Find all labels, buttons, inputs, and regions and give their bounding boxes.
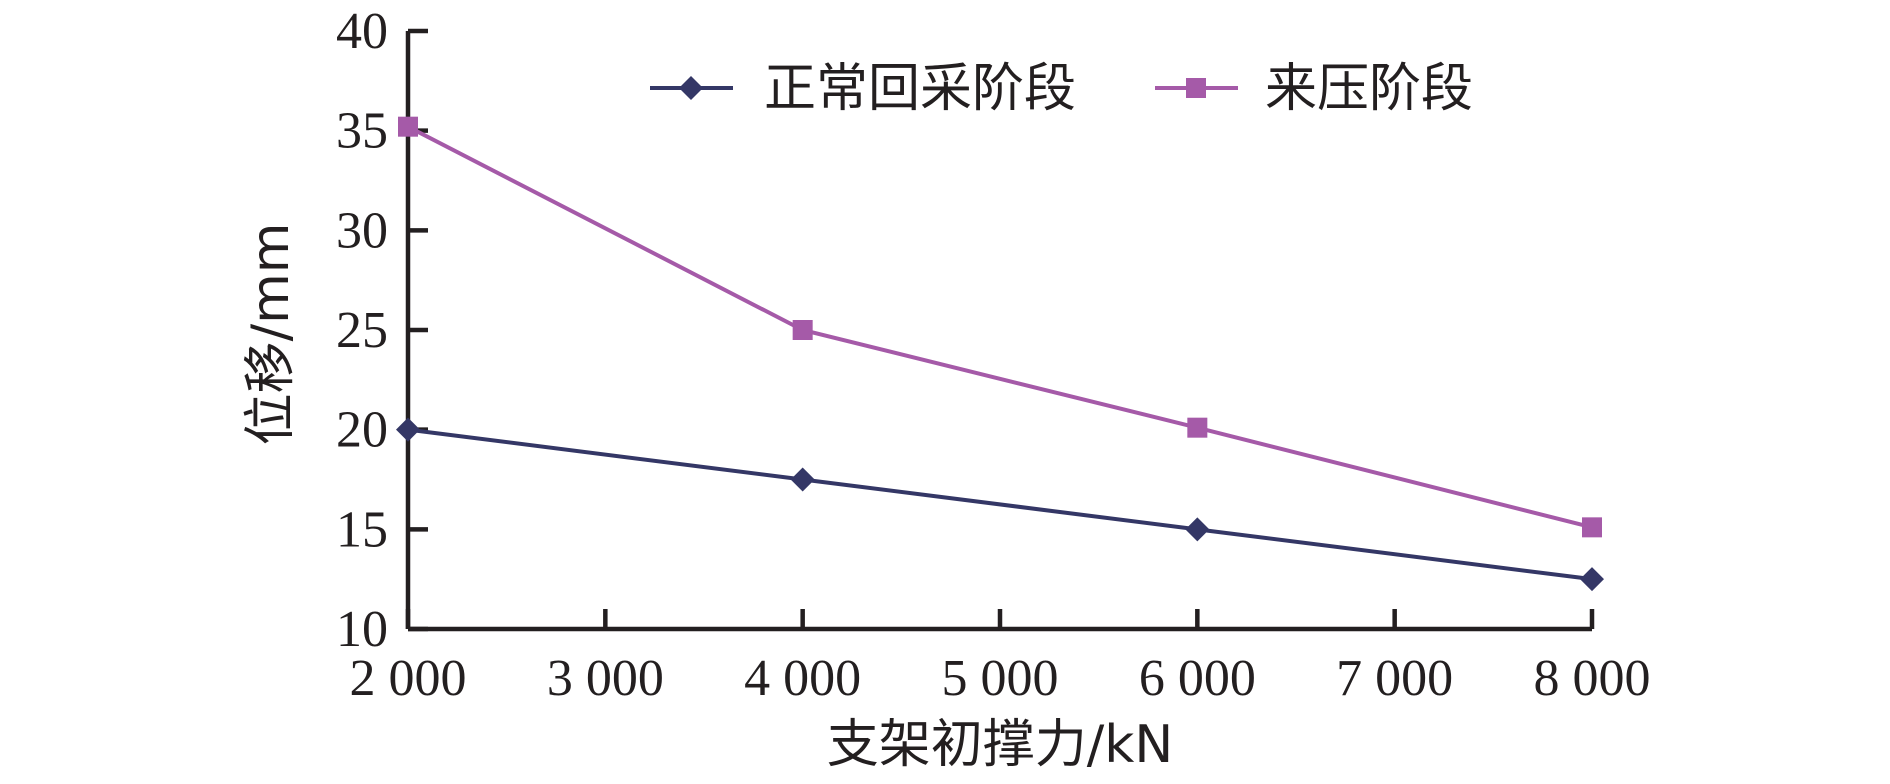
data-point-diamond	[396, 417, 420, 442]
x-tick-label: 6 000	[1139, 650, 1256, 707]
legend: 正常回采阶段 来压阶段	[650, 59, 1473, 119]
data-point-diamond	[1580, 567, 1604, 592]
x-axis-title: 支架初撑力/kN	[827, 715, 1174, 775]
data-point-diamond	[790, 467, 815, 492]
x-tick-label: 4 000	[744, 650, 861, 707]
x-tick-label: 8 000	[1534, 650, 1651, 707]
data-point-square	[792, 320, 813, 340]
y-axis-title: 位移/mm	[241, 223, 301, 446]
data-point-square	[1187, 417, 1208, 438]
x-tick-label: 7 000	[1336, 650, 1453, 707]
y-tick-label: 15	[336, 501, 388, 558]
series-line-2	[407, 124, 1593, 530]
legend-marker-diamond	[679, 76, 703, 100]
y-tick-label: 20	[336, 402, 388, 459]
x-tick-label: 3 000	[547, 650, 664, 707]
data-point-diamond	[1185, 517, 1210, 542]
axes	[405, 31, 1592, 632]
legend-label-series-1: 正常回采阶段	[764, 59, 1076, 119]
x-ticks: 2 000 3 000 4 000 5 000 6 000 7 000 8 000	[350, 609, 1651, 707]
series-line-1	[407, 427, 1593, 582]
data-point-square	[398, 116, 418, 137]
x-tick-label: 2 000	[350, 650, 467, 707]
series-layer	[396, 116, 1604, 592]
y-tick-label: 10	[336, 601, 388, 658]
x-tick-label: 5 000	[942, 650, 1059, 707]
data-point-square	[1582, 517, 1602, 538]
y-ticks: 10 15 20 25 30 35 40	[336, 3, 428, 658]
y-tick-label: 30	[336, 202, 388, 259]
y-tick-label: 35	[336, 103, 388, 160]
y-tick-label: 40	[336, 3, 388, 60]
y-tick-label: 25	[336, 302, 388, 359]
legend-marker-square	[1186, 78, 1206, 98]
legend-label-series-2: 来压阶段	[1265, 59, 1473, 119]
